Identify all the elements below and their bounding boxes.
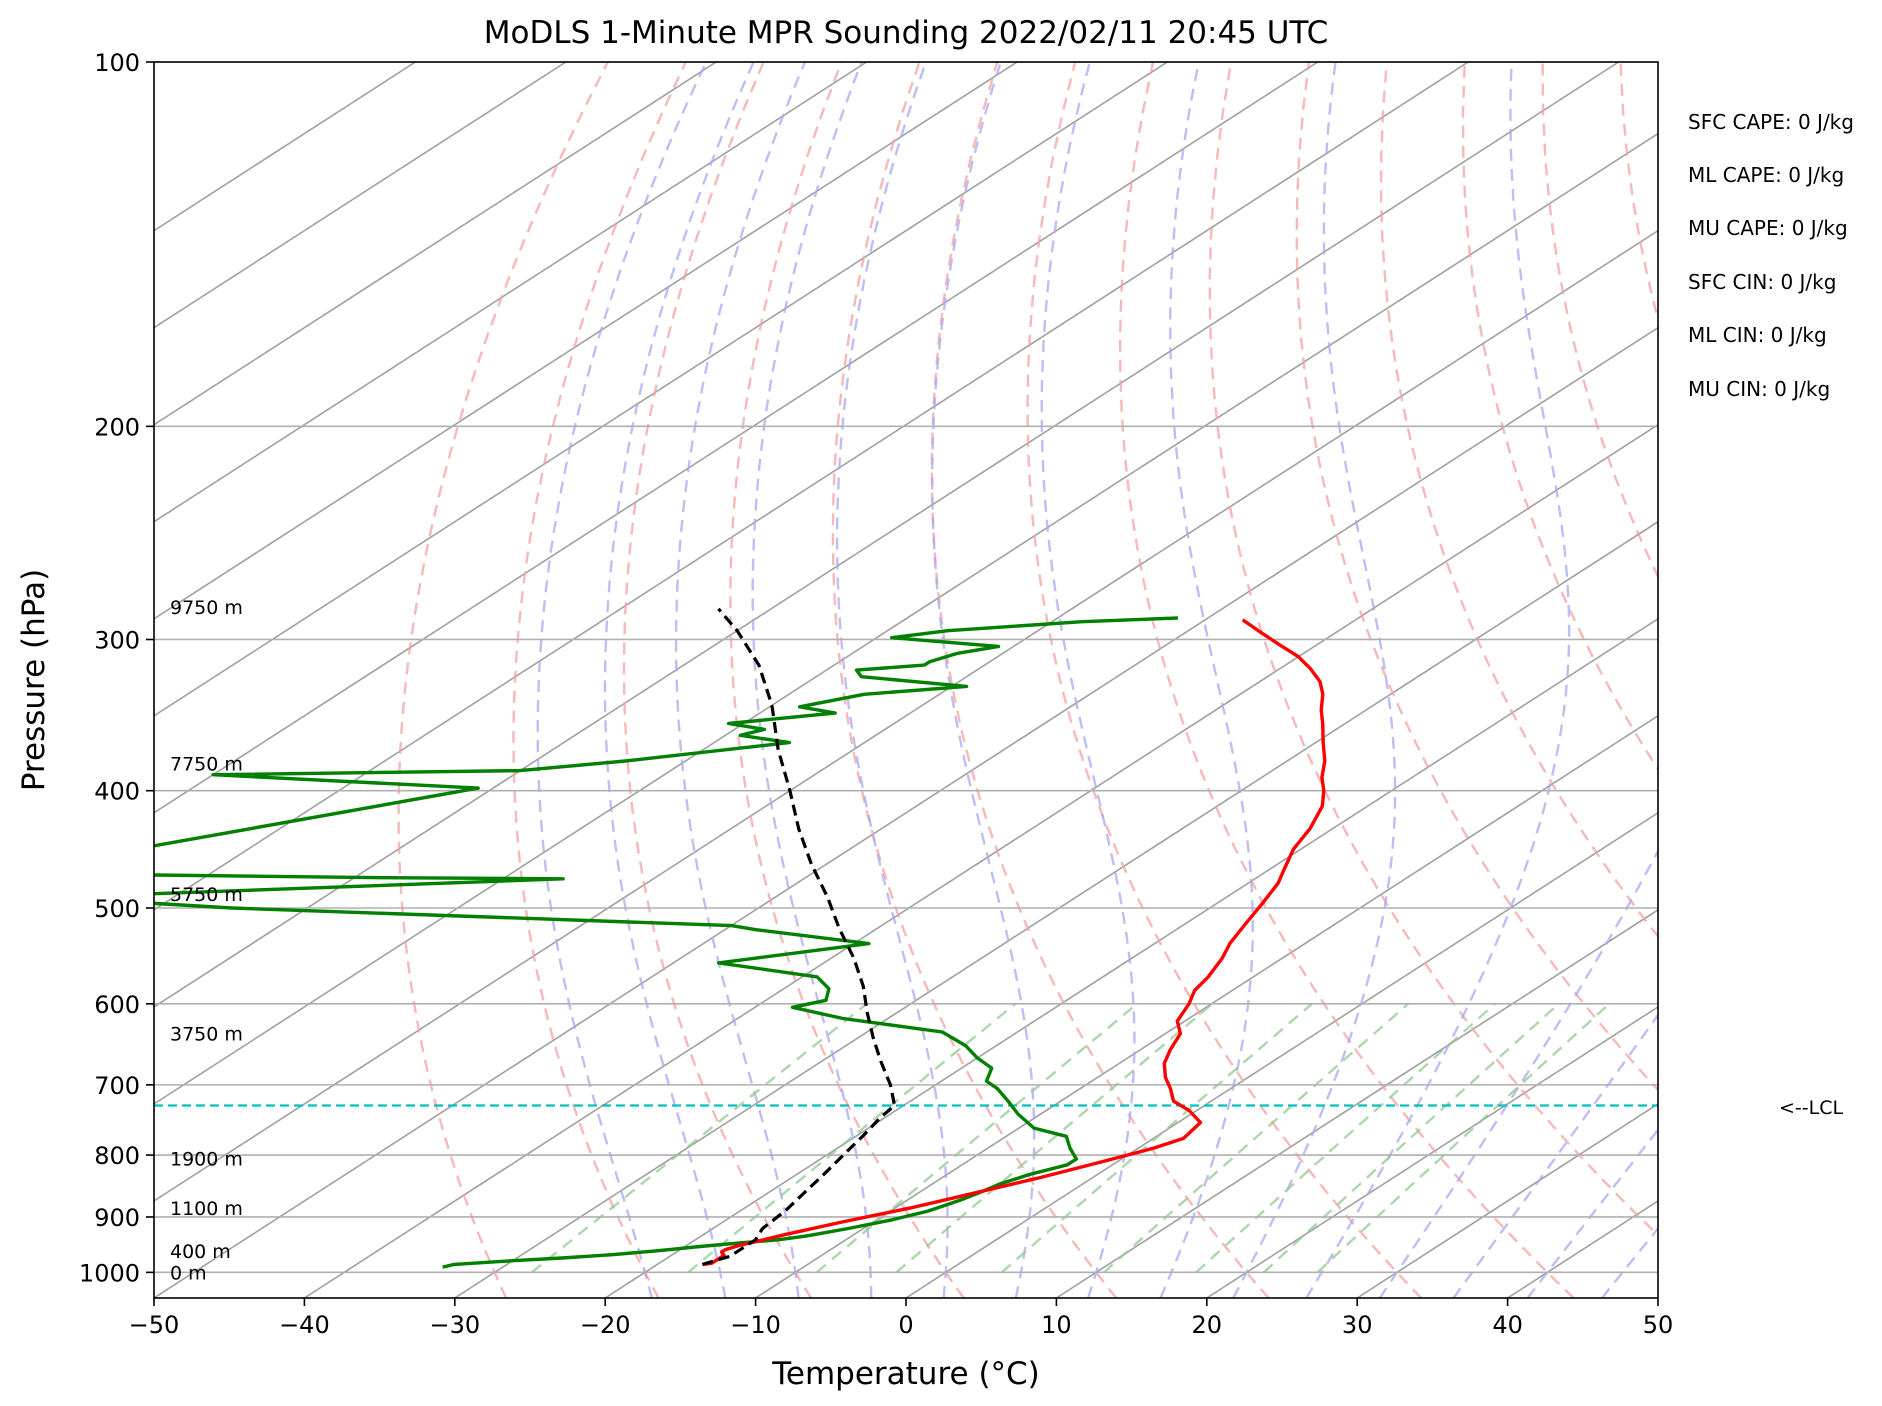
isotherm <box>154 132 1658 1105</box>
height-label: 1100 m <box>170 1198 243 1220</box>
x-axis-label: Temperature (°C) <box>771 1356 1040 1392</box>
parcel-line <box>701 607 897 1266</box>
isotherm <box>154 62 1168 717</box>
x-tick-label: 50 <box>1643 1311 1674 1339</box>
lcl-label: <--LCL <box>1779 1097 1844 1119</box>
moist-adiabat <box>1159 62 1254 1298</box>
dry-adiabat <box>1461 62 1658 772</box>
y-tick-label: 400 <box>94 778 140 806</box>
height-label: 7750 m <box>170 754 243 776</box>
moist-adiabat <box>835 62 949 1298</box>
height-label: 5750 m <box>170 884 243 906</box>
y-tick-label: 600 <box>94 991 140 1019</box>
isotherm <box>1206 1005 1658 1298</box>
x-tick-label: −40 <box>279 1311 330 1339</box>
temperature-line <box>702 618 1327 1267</box>
y-tick-label: 100 <box>94 49 140 77</box>
isotherm <box>154 62 1469 911</box>
isotherm <box>905 811 1658 1298</box>
moist-adiabat <box>751 62 873 1298</box>
x-tick-label: 20 <box>1192 1311 1223 1339</box>
isotherm <box>1055 908 1658 1298</box>
y-tick-label: 1000 <box>79 1259 140 1287</box>
background-lines <box>154 62 1658 1298</box>
y-axis-label: Pressure (hPa) <box>16 569 52 791</box>
isotherm <box>154 62 1620 1008</box>
isotherm <box>454 520 1658 1298</box>
x-tick-label: 40 <box>1492 1311 1523 1339</box>
isotherm <box>604 617 1658 1298</box>
isotherm <box>154 62 717 426</box>
x-tick-label: −20 <box>580 1311 631 1339</box>
y-tick-label: 200 <box>94 413 140 441</box>
mixing-ratio-line <box>1000 1002 1313 1274</box>
isotherm <box>154 326 1658 1298</box>
dry-adiabat <box>397 62 609 1298</box>
moist-adiabat <box>536 62 708 1298</box>
height-label: 0 m <box>170 1262 207 1284</box>
sfc-cape-stat: SFC CAPE: 0 J/kg <box>1688 110 1854 134</box>
mixing-ratio-line <box>1103 1002 1409 1274</box>
isotherm <box>303 423 1658 1298</box>
moist-adiabat <box>1232 62 1397 1298</box>
dry-adiabat <box>729 62 965 1298</box>
y-tick-label: 500 <box>94 895 140 923</box>
moist-adiabat <box>674 62 807 1298</box>
height-label: 400 m <box>170 1241 231 1263</box>
y-axis-ticks: 100 200 300 400 500 600 700 800 900 1000 <box>79 49 154 1287</box>
x-tick-label: −10 <box>730 1311 781 1339</box>
mu-cape-stat: MU CAPE: 0 J/kg <box>1688 216 1848 240</box>
dry-adiabat <box>831 62 1118 1298</box>
mu-cin-stat: MU CIN: 0 J/kg <box>1688 377 1831 401</box>
dry-adiabat <box>1118 62 1575 1298</box>
moist-adiabat <box>1378 848 1658 1298</box>
y-tick-label: 900 <box>94 1204 140 1232</box>
moist-adiabat <box>931 62 1036 1298</box>
moist-adiabat <box>1040 62 1136 1298</box>
y-tick-label: 800 <box>94 1142 140 1170</box>
dry-adiabat <box>1208 62 1658 1237</box>
dry-adiabat <box>622 62 813 1298</box>
x-axis-ticks: −50 −40 −30 −20 −10 0 10 20 30 40 50 <box>129 1298 1674 1339</box>
sounding-profiles <box>154 607 1327 1269</box>
ml-cin-stat: ML CIN: 0 J/kg <box>1688 323 1827 347</box>
height-label: 9750 m <box>170 597 243 619</box>
x-tick-label: 30 <box>1342 1311 1373 1339</box>
dry-adiabat <box>1295 62 1658 1092</box>
moist-adiabat <box>603 62 755 1298</box>
height-label: 1900 m <box>170 1148 243 1170</box>
isotherm <box>154 62 868 523</box>
moist-adiabat <box>1526 1127 1658 1298</box>
isotherm <box>154 62 1018 620</box>
isotherm <box>154 229 1658 1202</box>
x-tick-label: −50 <box>129 1311 180 1339</box>
dewpoint-line <box>154 616 1178 1269</box>
moist-adiabat <box>1305 62 1571 1298</box>
dry-adiabat <box>512 62 687 1298</box>
dry-adiabat <box>1026 62 1423 1298</box>
x-tick-label: 10 <box>1041 1311 1072 1339</box>
sfc-cin-stat: SFC CIN: 0 J/kg <box>1688 270 1837 294</box>
x-tick-label: −30 <box>429 1311 480 1339</box>
isotherm <box>154 62 567 329</box>
isotherm <box>154 62 1319 814</box>
chart-title: MoDLS 1-Minute MPR Sounding 2022/02/11 2… <box>484 15 1328 51</box>
moist-adiabat <box>1452 1012 1658 1298</box>
x-tick-label: 0 <box>898 1311 913 1339</box>
y-tick-label: 300 <box>94 626 140 654</box>
height-label: 3750 m <box>170 1024 243 1046</box>
ml-cape-stat: ML CAPE: 0 J/kg <box>1688 163 1845 187</box>
y-tick-label: 700 <box>94 1072 140 1100</box>
isotherm <box>755 714 1658 1298</box>
